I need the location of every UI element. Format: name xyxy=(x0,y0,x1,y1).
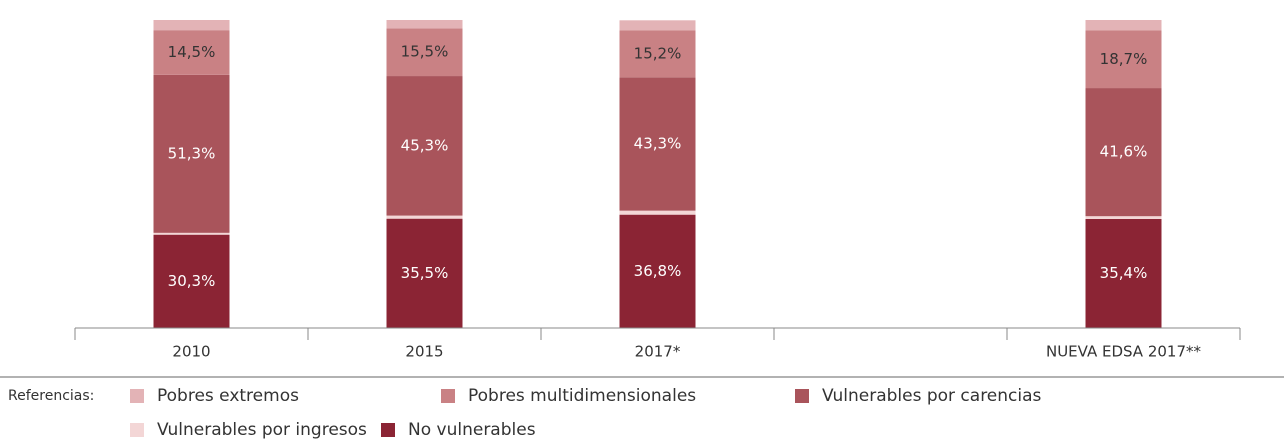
data-label: 35,5% xyxy=(401,264,449,282)
bar-segment xyxy=(153,232,230,235)
bar-segment xyxy=(1085,216,1162,219)
legend-swatch xyxy=(130,423,144,437)
bar-segment xyxy=(619,30,696,78)
data-label: 2,7% xyxy=(405,2,443,20)
data-label: 51,3% xyxy=(168,144,216,162)
x-tick-label: 2017* xyxy=(635,343,681,361)
data-label: 45,3% xyxy=(401,136,449,154)
data-label: 15,2% xyxy=(634,44,682,62)
data-label: 3,3% xyxy=(638,2,676,20)
bar-segment xyxy=(153,30,230,75)
bar-segment xyxy=(386,76,463,216)
bar-segment xyxy=(619,20,696,31)
bar-segment xyxy=(153,20,230,31)
data-label: 18,7% xyxy=(1100,50,1148,68)
data-label: 3,4% xyxy=(1104,2,1142,20)
bar-segment xyxy=(153,74,230,233)
bar-segment xyxy=(619,210,696,215)
data-label: 14,5% xyxy=(168,43,216,61)
legend-title: Referencias: xyxy=(8,388,94,404)
data-label: 15,5% xyxy=(401,43,449,61)
bar-segment xyxy=(1085,218,1162,328)
bar-segment xyxy=(1085,88,1162,217)
bar-segment xyxy=(386,20,463,29)
legend-label: Vulnerables por ingresos xyxy=(157,420,367,440)
bar-segment xyxy=(386,28,463,77)
bar-segment xyxy=(386,218,463,328)
bar-segment xyxy=(619,77,696,211)
data-label: 3,3% xyxy=(172,2,210,20)
bar-segment xyxy=(1085,30,1162,89)
bar-segment xyxy=(153,234,230,328)
data-label: 43,3% xyxy=(634,134,682,152)
bar-segment xyxy=(1085,20,1162,31)
legend-swatch xyxy=(795,389,809,403)
legend-label: Pobres multidimensionales xyxy=(468,386,696,406)
legend-swatch xyxy=(381,423,395,437)
legend-label: Vulnerables por carencias xyxy=(822,386,1042,406)
legend-label: No vulnerables xyxy=(408,420,536,440)
x-tick-label: 2010 xyxy=(172,343,210,361)
data-label: 35,4% xyxy=(1100,264,1148,282)
legend-label: Pobres extremos xyxy=(157,386,299,406)
legend-swatch xyxy=(441,389,455,403)
legend-swatch xyxy=(130,389,144,403)
bar-segment xyxy=(619,214,696,328)
data-label: 41,6% xyxy=(1100,143,1148,161)
data-label: 30,3% xyxy=(168,272,216,290)
x-tick-label: NUEVA EDSA 2017** xyxy=(1046,343,1202,361)
data-label: 36,8% xyxy=(634,262,682,280)
bar-segment xyxy=(386,215,463,219)
x-tick-label: 2015 xyxy=(405,343,443,361)
